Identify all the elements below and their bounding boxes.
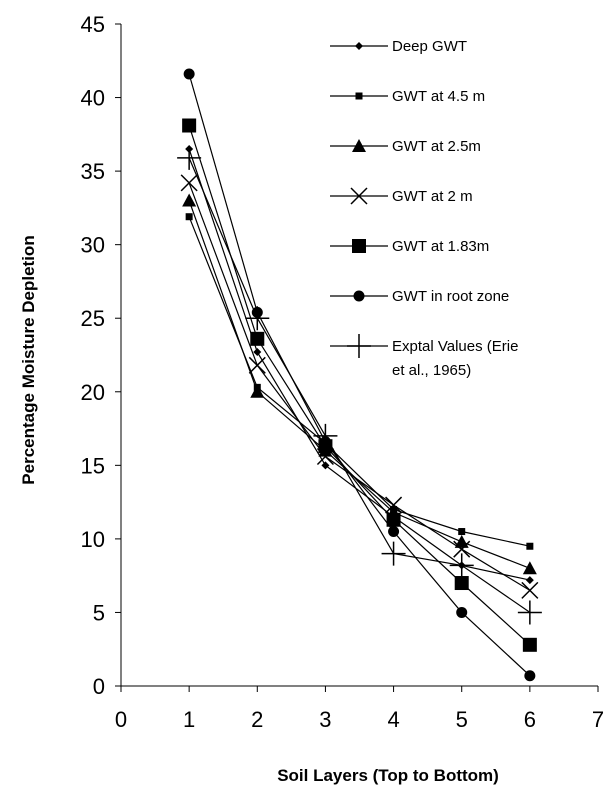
series-line-1	[188, 148, 531, 581]
data-point	[453, 540, 471, 558]
data-point	[182, 118, 197, 133]
data-point	[458, 528, 466, 536]
legend-label: GWT at 1.83m	[392, 238, 489, 255]
data-point	[250, 331, 265, 346]
legend-label: GWT at 2 m	[392, 188, 473, 205]
legend-label: GWT at 4.5 m	[392, 88, 485, 105]
legend-marker	[355, 92, 363, 100]
y-tick-label: 10	[81, 527, 105, 552]
data-point	[386, 512, 401, 527]
data-point	[245, 306, 270, 331]
y-tick-label: 5	[93, 600, 105, 625]
legend-marker	[353, 290, 365, 302]
x-tick-label: 5	[456, 707, 468, 732]
legend-entry: GWT in root zone	[330, 288, 509, 305]
legend-marker	[352, 139, 366, 152]
legend-entry: Exptal Values (Erie et al., 1965)	[330, 334, 518, 379]
data-point	[180, 174, 198, 192]
data-point	[253, 348, 262, 357]
data-point	[182, 193, 197, 207]
legend-entry: Deep GWT	[330, 38, 467, 55]
y-tick-label: 15	[81, 453, 105, 478]
data-point	[177, 145, 202, 170]
series-line-2	[188, 216, 531, 547]
y-tick-label: 40	[81, 86, 105, 111]
data-point	[248, 356, 266, 374]
x-tick-label: 7	[592, 707, 604, 732]
legend-marker	[347, 334, 371, 358]
legend-label: et al., 1965)	[392, 362, 471, 379]
series-line-7	[188, 157, 531, 613]
x-tick-label: 2	[251, 707, 263, 732]
y-tick-label: 25	[81, 306, 105, 331]
legend-marker	[352, 239, 366, 253]
series-markers	[177, 68, 542, 682]
data-point	[388, 526, 400, 538]
data-point	[525, 576, 534, 585]
legend-label: GWT in root zone	[392, 288, 509, 305]
data-point	[385, 496, 403, 514]
x-tick-label: 6	[524, 707, 536, 732]
y-tick-label: 30	[81, 233, 105, 258]
data-point	[381, 541, 406, 566]
legend-label: Deep GWT	[392, 38, 467, 55]
x-tick-label: 1	[183, 707, 195, 732]
legend-entry: GWT at 2 m	[330, 187, 473, 205]
legend-entry: GWT at 4.5 m	[330, 88, 485, 105]
y-tick-label: 20	[81, 380, 105, 405]
legend-label: GWT at 2.5m	[392, 138, 481, 155]
y-tick-label: 0	[93, 674, 105, 699]
series-line-4	[188, 182, 531, 591]
data-point	[313, 423, 338, 448]
data-point	[517, 600, 542, 625]
data-point	[183, 68, 195, 80]
data-point	[456, 606, 468, 618]
data-point	[526, 542, 534, 550]
data-point	[522, 637, 537, 652]
legend-entry: GWT at 2.5m	[330, 138, 481, 155]
data-point	[250, 384, 265, 398]
data-point	[454, 576, 469, 591]
data-point	[449, 553, 474, 578]
data-point	[185, 213, 193, 221]
legend-marker	[350, 187, 368, 205]
series-line-3	[188, 200, 531, 569]
x-tick-label: 0	[115, 707, 127, 732]
x-tick-label: 3	[319, 707, 331, 732]
data-point	[321, 461, 330, 470]
data-point	[522, 561, 537, 575]
series-line-5	[188, 125, 531, 646]
legend: Deep GWT GWT at 4.5 m GWT at 2.5m GWT at 2 …	[330, 38, 518, 379]
x-tick-label: 4	[387, 707, 399, 732]
y-tick-label: 45	[81, 12, 105, 37]
legend-label: Exptal Values (Erie	[392, 338, 518, 355]
series-line-6	[188, 73, 531, 677]
legend-marker	[355, 42, 363, 50]
x-axis-title: Soil Layers (Top to Bottom)	[277, 766, 499, 785]
series-lines	[188, 73, 531, 677]
data-point	[521, 581, 539, 599]
data-point	[454, 534, 469, 548]
y-axis-title: Percentage Moisture Depletion	[19, 235, 38, 484]
data-point	[524, 670, 536, 682]
y-tick-label: 35	[81, 159, 105, 184]
legend-entry: GWT at 1.83m	[330, 238, 489, 255]
